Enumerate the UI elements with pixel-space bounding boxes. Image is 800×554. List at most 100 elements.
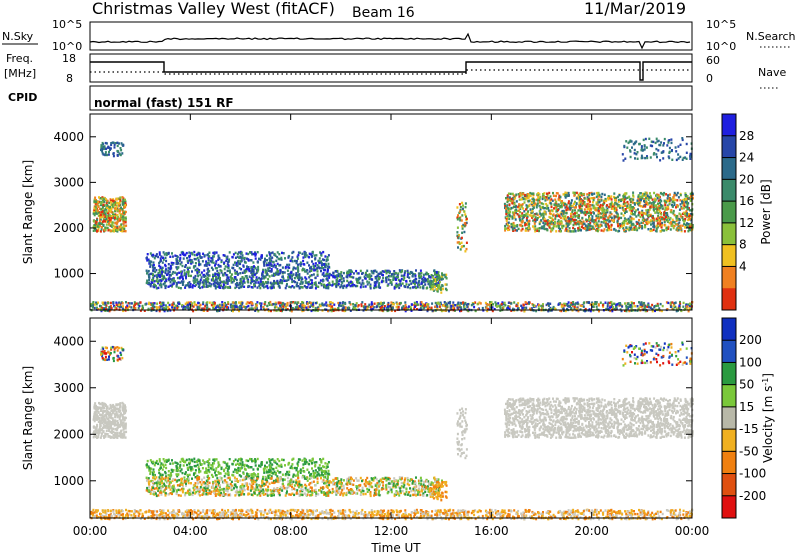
power-cell (212, 273, 214, 276)
power-cell (160, 272, 163, 276)
power-cell (645, 201, 648, 204)
power-cell (636, 228, 639, 232)
power-cell (521, 203, 524, 206)
power-cell (637, 221, 640, 224)
power-cell (116, 144, 119, 148)
power-cell (552, 225, 555, 228)
power-cell (385, 272, 388, 275)
power-cell (615, 211, 618, 214)
power-cell (509, 198, 512, 201)
power-cell (93, 208, 96, 211)
power-cell (265, 308, 268, 311)
power-cell (628, 140, 631, 143)
power-cell (299, 261, 302, 264)
power-cell (581, 202, 584, 205)
power-cell (259, 286, 262, 290)
power-cell (578, 198, 581, 201)
power-cell (632, 213, 634, 216)
power-cell (429, 279, 432, 282)
power-cell (331, 280, 334, 283)
power-cell (566, 220, 569, 223)
power-cell (479, 302, 482, 305)
power-cell (574, 218, 576, 222)
power-cell (118, 200, 121, 203)
power-cell (350, 275, 353, 279)
power-cell (247, 258, 250, 261)
power-cell (633, 203, 636, 206)
power-cell (623, 195, 626, 198)
power-cell (627, 203, 630, 206)
power-cell (92, 225, 95, 229)
power-cell (98, 207, 101, 210)
power-cell (641, 224, 643, 228)
power-cell (575, 197, 578, 200)
power-cell (99, 218, 102, 221)
power-cell (146, 256, 148, 259)
power-cell (118, 225, 121, 228)
power-cell (179, 258, 182, 261)
power-cell (429, 276, 432, 279)
power-cell (287, 256, 290, 259)
power-cell (462, 204, 464, 207)
power-cell (675, 206, 677, 209)
power-cell (506, 194, 509, 197)
power-cell (403, 273, 406, 277)
power-cell (335, 284, 338, 287)
power-cell (322, 272, 325, 275)
power-cell (171, 283, 174, 286)
power-cell (650, 223, 652, 226)
power-cell (209, 285, 212, 288)
power-cell (206, 309, 209, 312)
power-cell (170, 278, 173, 282)
power-cell (165, 268, 167, 271)
power-cell (259, 280, 262, 283)
power-cell (223, 261, 226, 264)
power-cell (520, 193, 523, 196)
power-cell (595, 302, 598, 305)
nsky-tick-bottom: 10^0 (52, 40, 82, 53)
power-cell (431, 283, 434, 286)
power-cell (187, 273, 190, 276)
power-cell (176, 272, 179, 275)
power-cell (348, 269, 351, 272)
power-cell (504, 304, 507, 307)
power-cell (640, 198, 642, 202)
power-cell (154, 284, 157, 288)
nsky-panel: N.Sky 10^5 10^0 10^5 10^0 N.Search (2, 18, 796, 53)
power-cell (564, 229, 567, 232)
power-cell (504, 224, 507, 228)
power-cell (654, 309, 656, 313)
power-cell (124, 204, 127, 207)
power-cell (320, 266, 323, 269)
power-cell (513, 301, 516, 304)
power-cell (214, 278, 217, 281)
power-cell (652, 228, 655, 232)
power-cell (505, 227, 508, 230)
power-cell (323, 274, 325, 278)
power-cell (513, 197, 516, 200)
power-cell (153, 280, 156, 283)
power-cell (256, 301, 259, 304)
power-cell (328, 274, 331, 277)
power-cell (627, 220, 630, 223)
power-cell (596, 207, 599, 210)
power-cell (208, 281, 211, 285)
power-cell (524, 229, 527, 232)
power-cell (474, 309, 477, 312)
power-cell (390, 283, 393, 286)
power-cell (201, 260, 204, 263)
power-cell (507, 305, 510, 308)
power-cell (493, 307, 496, 311)
power-cell (306, 302, 309, 305)
power-cell (396, 302, 399, 305)
power-cell (497, 302, 500, 305)
power-cell (111, 229, 114, 233)
power-cell (556, 192, 559, 195)
power-cell (456, 226, 459, 229)
power-cell (463, 222, 466, 225)
power-cell (622, 214, 625, 217)
power-cell (632, 223, 635, 226)
power-cell (239, 303, 242, 306)
power-cell (659, 206, 662, 209)
power-cell (684, 214, 687, 218)
